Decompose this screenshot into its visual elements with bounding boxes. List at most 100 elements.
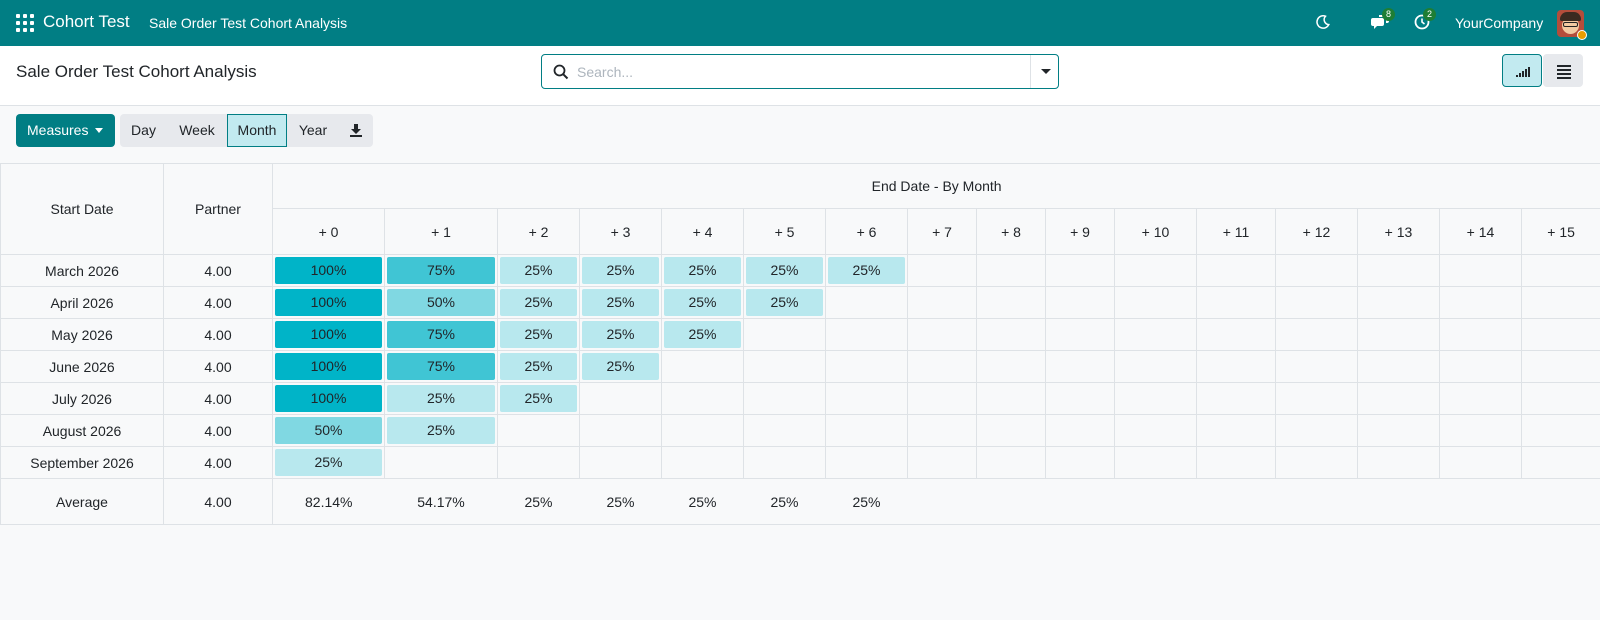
cohort-percentage[interactable]: 25% [582, 321, 659, 348]
cohort-percentage[interactable]: 25% [664, 289, 741, 316]
cohort-percentage[interactable]: 25% [500, 321, 577, 348]
header-period: + 0 [272, 208, 385, 255]
cohort-cell [1357, 382, 1440, 415]
cohort-cell: 25% [825, 254, 908, 287]
average-row: Average 4.00 82.14% 54.17% 25% 25% 25% 25% 25% [0, 478, 1600, 525]
row-partner-value: 4.00 [163, 446, 273, 479]
cohort-percentage[interactable]: 50% [275, 417, 382, 444]
row-partner-value: 4.00 [163, 286, 273, 319]
download-button[interactable] [339, 114, 373, 147]
cohort-cell [1114, 414, 1197, 447]
cohort-percentage[interactable]: 25% [500, 385, 577, 412]
app-grid-icon[interactable] [16, 14, 34, 32]
cohort-percentage[interactable]: 25% [828, 257, 905, 284]
cohort-cell [1357, 414, 1440, 447]
activities-badge: 2 [1423, 8, 1437, 21]
row-start-date[interactable]: May 2026 [0, 318, 164, 351]
cohort-cell [1045, 350, 1115, 383]
header-end-date-group: End Date - By Month [271, 163, 1600, 209]
row-start-date[interactable]: September 2026 [0, 446, 164, 479]
company-switcher[interactable]: YourCompany [1455, 15, 1544, 31]
average-cell [1045, 478, 1115, 525]
cohort-cell: 25% [579, 286, 662, 319]
interval-day-button[interactable]: Day [120, 114, 167, 147]
cohort-percentage[interactable]: 25% [387, 417, 495, 444]
search-input[interactable] [577, 61, 1017, 83]
interval-year-button[interactable]: Year [287, 114, 339, 147]
cohort-cell [976, 318, 1046, 351]
cohort-cell [1439, 382, 1522, 415]
cohort-percentage[interactable]: 25% [746, 289, 823, 316]
cohort-percentage[interactable]: 75% [387, 321, 495, 348]
cohort-percentage[interactable]: 50% [387, 289, 495, 316]
dark-mode-moon-icon[interactable] [1313, 12, 1333, 32]
interval-month-button[interactable]: Month [227, 114, 287, 147]
cohort-cell [1045, 414, 1115, 447]
cohort-cell [1114, 350, 1197, 383]
cohort-cell [907, 446, 977, 479]
caret-down-icon [95, 128, 103, 133]
row-partner-value: 4.00 [163, 350, 273, 383]
cohort-percentage[interactable]: 100% [275, 289, 382, 316]
row-start-date[interactable]: August 2026 [0, 414, 164, 447]
messages-chat-icon[interactable]: 8 [1371, 8, 1396, 32]
cohort-percentage[interactable]: 25% [500, 289, 577, 316]
cohort-percentage[interactable]: 25% [500, 353, 577, 380]
cohort-row: August 2026 4.00 50% 25% [0, 414, 1600, 447]
activities-clock-icon[interactable]: 2 [1412, 8, 1437, 32]
cohort-view-button[interactable] [1502, 54, 1542, 87]
header-period: + 1 [384, 208, 498, 255]
cohort-cell [1520, 254, 1600, 287]
app-name[interactable]: Cohort Test [43, 12, 130, 31]
cohort-cell [1357, 254, 1440, 287]
cohort-percentage[interactable]: 25% [500, 257, 577, 284]
cohort-percentage[interactable]: 100% [275, 321, 382, 348]
cohort-percentage[interactable]: 25% [582, 257, 659, 284]
cohort-cell [661, 446, 744, 479]
cohort-cell [1357, 446, 1440, 479]
cohort-percentage[interactable]: 25% [582, 289, 659, 316]
cohort-percentage[interactable]: 25% [664, 321, 741, 348]
cohort-cell: 25% [497, 254, 580, 287]
cohort-percentage[interactable]: 100% [275, 353, 382, 380]
measures-dropdown-button[interactable]: Measures [16, 114, 115, 147]
row-start-date[interactable]: June 2026 [0, 350, 164, 383]
cohort-percentage[interactable]: 25% [746, 257, 823, 284]
cohort-percentage[interactable]: 25% [387, 385, 495, 412]
cohort-cell [1439, 446, 1522, 479]
cohort-cell [976, 286, 1046, 319]
interval-week-button[interactable]: Week [167, 114, 227, 147]
cohort-cell [825, 286, 908, 319]
cohort-row: April 2026 4.00 100% 50% 25% 25% 25% 25% [0, 286, 1600, 319]
row-start-date[interactable]: March 2026 [0, 254, 164, 287]
cohort-percentage[interactable]: 100% [275, 257, 382, 284]
nav-menu-cohort-analysis[interactable]: Sale Order Test Cohort Analysis [149, 15, 348, 31]
cohort-cell: 25% [497, 350, 580, 383]
cohort-cell: 100% [272, 318, 385, 351]
search-icon [553, 64, 569, 80]
header-period: + 11 [1196, 208, 1276, 255]
cohort-percentage[interactable]: 75% [387, 353, 495, 380]
cohort-cell [661, 350, 744, 383]
cohort-cell [907, 286, 977, 319]
cohort-cell [1114, 286, 1197, 319]
cohort-table: Start Date Partner End Date - By Month +… [0, 163, 1600, 525]
row-start-date[interactable]: July 2026 [0, 382, 164, 415]
average-cell: 54.17% [384, 478, 498, 525]
cohort-cell: 75% [384, 350, 498, 383]
search-bar[interactable] [541, 54, 1059, 89]
cohort-percentage[interactable]: 25% [275, 449, 382, 476]
cohort-percentage[interactable]: 25% [582, 353, 659, 380]
cohort-percentage[interactable]: 75% [387, 257, 495, 284]
list-view-button[interactable] [1543, 54, 1583, 87]
row-partner-value: 4.00 [163, 382, 273, 415]
cohort-percentage[interactable]: 25% [664, 257, 741, 284]
cohort-cell [825, 318, 908, 351]
download-icon [350, 124, 362, 137]
user-status-dot [1577, 30, 1587, 40]
row-start-date[interactable]: April 2026 [0, 286, 164, 319]
average-cell [1114, 478, 1197, 525]
cohort-percentage[interactable]: 100% [275, 385, 382, 412]
search-options-toggle[interactable] [1030, 55, 1059, 88]
cohort-cell [1275, 414, 1358, 447]
